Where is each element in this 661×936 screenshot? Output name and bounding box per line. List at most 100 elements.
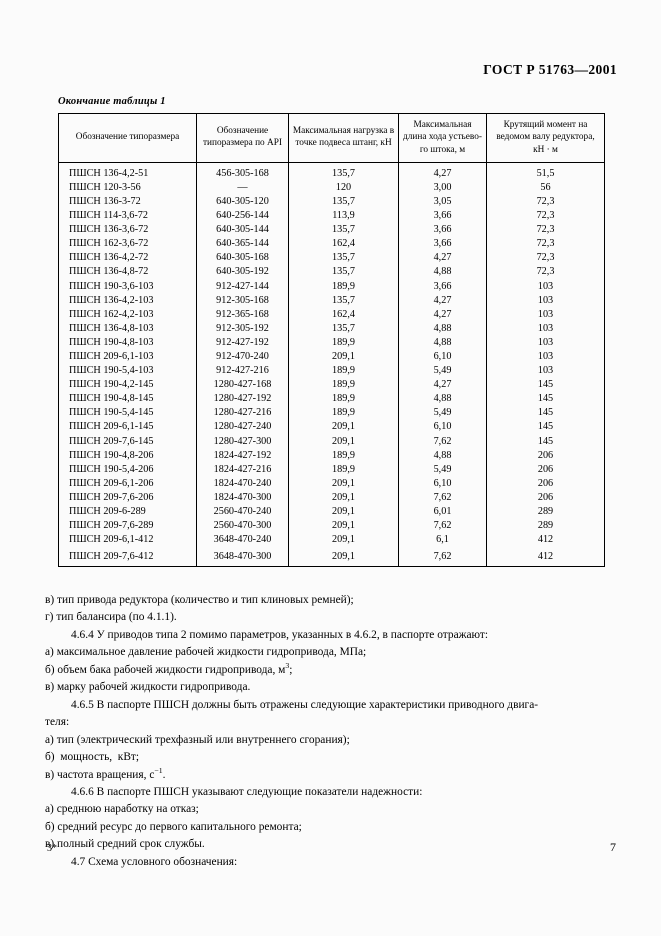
cell-max-load: 135,7 — [288, 265, 399, 280]
cell-torque: 103 — [486, 293, 605, 308]
cell-torque: 72,3 — [486, 265, 605, 280]
cell-api-model: 912-305-192 — [196, 321, 289, 336]
cell-max-load: 209,1 — [288, 476, 399, 491]
cell-api-model: 456-305-168 — [196, 162, 289, 181]
table-row: ПШСН 190-4,2-145 1280-427-168 189,9 4,27 145 — [58, 378, 605, 393]
cell-max-load: 120 — [288, 180, 399, 195]
cell-api-model: 912-427-192 — [196, 335, 289, 351]
paragraph-v-service-life: в) полный средний срок службы. — [45, 838, 205, 851]
cell-torque: 206 — [486, 448, 605, 463]
cell-api-model: 1280-427-168 — [196, 378, 289, 393]
cell-model: ПШСН 136-4,2-72 — [58, 251, 197, 266]
cell-max-stroke: 4,27 — [398, 162, 487, 181]
cell-max-load: 135,7 — [288, 293, 399, 308]
paragraph-g-balancer: г) тип балансира (по 4.1.1). — [45, 611, 177, 624]
cell-model: ПШСН 209-7,6-206 — [58, 490, 197, 506]
paragraph-a-max-pressure: а) максимальное давление рабочей жидкост… — [45, 646, 367, 659]
cell-api-model: 640-256-144 — [196, 209, 289, 224]
cell-model: ПШСН 190-4,8-206 — [58, 448, 197, 463]
cell-torque: 103 — [486, 364, 605, 379]
rotation-frequency-prefix: в) частота вращения, с — [45, 768, 155, 781]
table-row: ПШСН 136-4,8-103 912-305-192 135,7 4,88 103 — [58, 321, 605, 336]
cell-torque: 289 — [486, 519, 605, 534]
cell-model: ПШСН 209-6,1-145 — [58, 420, 197, 435]
cell-max-stroke: 3,66 — [398, 209, 487, 224]
cell-max-load: 209,1 — [288, 490, 399, 506]
cell-max-load: 189,9 — [288, 378, 399, 393]
cell-model: ПШСН 136-3,6-72 — [58, 223, 197, 238]
cell-api-model: 1824-427-216 — [196, 462, 289, 477]
cell-torque: 72,3 — [486, 194, 605, 210]
column-header-model: Обозначение типоразмера — [58, 113, 197, 163]
table-row: ПШСН 136-3-72 640-305-120 135,7 3,05 72,3 — [58, 194, 605, 210]
cell-torque: 289 — [486, 505, 605, 520]
cell-api-model: 3648-470-240 — [196, 533, 289, 548]
cell-model: ПШСН 209-7,6-145 — [58, 434, 197, 449]
table-row: ПШСН 209-7,6-145 1280-427-300 209,1 7,62 145 — [58, 434, 605, 449]
cell-max-stroke: 7,62 — [398, 490, 487, 506]
cell-model: ПШСН 190-4,8-103 — [58, 335, 197, 351]
table-row: ПШСН 209-6,1-206 1824-470-240 209,1 6,10 206 — [58, 476, 605, 491]
table-row: ПШСН 190-4,8-145 1280-427-192 189,9 4,88 145 — [58, 392, 605, 407]
cell-torque: 206 — [486, 476, 605, 491]
table-header: Обозначение типоразмера Обозначение типо… — [58, 113, 605, 163]
cell-api-model: 1824-427-192 — [196, 448, 289, 463]
paragraph-v-reducer-drive: в) тип привода редуктора (количество и т… — [45, 594, 354, 606]
table-row: ПШСН 209-7,6-206 1824-470-300 209,1 7,62 206 — [58, 490, 605, 506]
signature-mark: 3* — [47, 843, 57, 854]
cell-torque: 145 — [486, 378, 605, 393]
cell-model: ПШСН 190-4,2-145 — [58, 378, 197, 393]
cell-torque: 72,3 — [486, 251, 605, 266]
cell-api-model: 912-427-144 — [196, 279, 289, 294]
table-row: ПШСН 136-4,2-51 456-305-168 135,7 4,27 51,5 — [58, 162, 605, 181]
cell-torque: 145 — [486, 392, 605, 407]
cell-max-stroke: 4,27 — [398, 251, 487, 266]
cell-max-stroke: 6,10 — [398, 350, 487, 365]
cell-api-model: 1824-470-300 — [196, 490, 289, 506]
cell-max-load: 209,1 — [288, 434, 399, 449]
table-row: ПШСН 136-4,2-103 912-305-168 135,7 4,27 103 — [58, 293, 605, 308]
cell-model: ПШСН 209-7,6-412 — [58, 547, 197, 568]
tank-volume-superscript: 3 — [285, 661, 290, 671]
cell-max-stroke: 7,62 — [398, 434, 487, 449]
cell-api-model: 640-305-168 — [196, 251, 289, 266]
cell-api-model: 640-365-144 — [196, 237, 289, 252]
table-row: ПШСН 190-4,8-206 1824-427-192 189,9 4,88 206 — [58, 448, 605, 463]
paragraph-b-overhaul-life: б) средний ресурс до первого капитальног… — [45, 820, 302, 833]
cell-max-load: 135,7 — [288, 194, 399, 210]
cell-max-load: 189,9 — [288, 462, 399, 477]
cell-max-load: 113,9 — [288, 209, 399, 224]
cell-max-load: 189,9 — [288, 279, 399, 294]
cell-model: ПШСН 190-4,8-145 — [58, 392, 197, 407]
cell-model: ПШСН 209-6,1-103 — [58, 350, 197, 365]
cell-model: ПШСН 209-6,1-206 — [58, 476, 197, 491]
cell-model: ПШСН 136-4,2-103 — [58, 293, 197, 308]
table-row: ПШСН 136-4,8-72 640-305-192 135,7 4,88 72,3 — [58, 265, 605, 280]
cell-model: ПШСН 209-6-289 — [58, 505, 197, 520]
cell-max-stroke: 4,88 — [398, 448, 487, 463]
cell-api-model: 1280-427-300 — [196, 434, 289, 449]
cell-max-load: 209,1 — [288, 350, 399, 365]
column-header-max-stroke: Максимальная длина хода устьево- го шток… — [398, 113, 487, 163]
table-header-row: Обозначение типоразмера Обозначение типо… — [58, 113, 605, 163]
cell-max-stroke: 5,49 — [398, 406, 487, 421]
tank-volume-suffix: ; — [289, 663, 293, 676]
cell-api-model: — — [196, 180, 289, 195]
cell-max-load: 162,4 — [288, 307, 399, 322]
cell-api-model: 640-305-120 — [196, 194, 289, 210]
cell-max-load: 135,7 — [288, 251, 399, 266]
rotation-frequency-suffix: . — [162, 768, 166, 781]
cell-torque: 56 — [486, 180, 605, 195]
cell-max-stroke: 6,1 — [398, 533, 487, 548]
table-row: ПШСН 209-6,1-103 912-470-240 209,1 6,10 103 — [58, 350, 605, 365]
cell-api-model: 912-427-216 — [196, 364, 289, 379]
cell-torque: 72,3 — [486, 223, 605, 238]
paragraph-4-6-6: 4.6.6 В паспорте ПШСН указывают следующи… — [71, 785, 423, 798]
cell-model: ПШСН 190-5,4-145 — [58, 406, 197, 421]
cell-max-load: 189,9 — [288, 364, 399, 379]
standard-header: ГОСТ Р 51763—2001 — [483, 62, 617, 77]
cell-max-stroke: 3,00 — [398, 180, 487, 195]
table-row: ПШСН 190-4,8-103 912-427-192 189,9 4,88 103 — [58, 335, 605, 351]
table-row: ПШСН 209-6,1-412 3648-470-240 209,1 6,1 412 — [58, 533, 605, 548]
page-number: 7 — [610, 840, 616, 854]
